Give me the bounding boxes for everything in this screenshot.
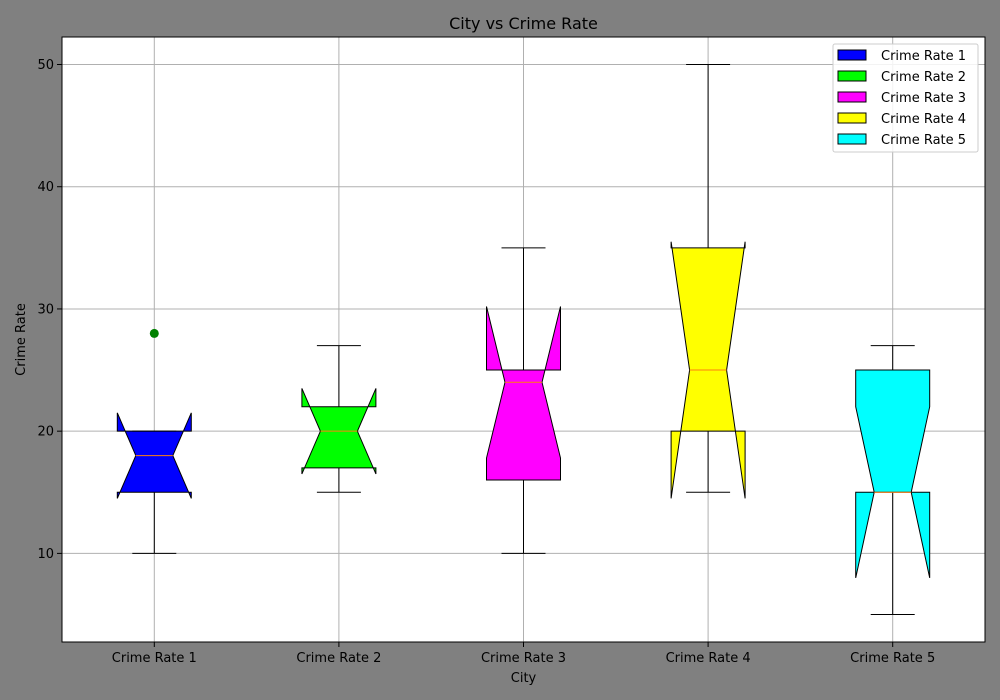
legend: Crime Rate 1 Crime Rate 2 Crime Rate 3 Crim… xyxy=(832,43,979,153)
y-axis-label: Crime Rate xyxy=(14,303,29,376)
box-5 xyxy=(855,369,931,578)
y-axis-ticks: 10 20 30 40 50 xyxy=(37,58,62,562)
legend-swatch xyxy=(837,91,867,103)
legend-frame xyxy=(832,43,979,153)
legend-entry: Crime Rate 2 xyxy=(881,70,966,85)
box-3 xyxy=(486,306,561,481)
legend-swatch xyxy=(837,133,867,145)
legend-entry: Crime Rate 3 xyxy=(881,91,966,106)
y-tick-label: 20 xyxy=(37,425,54,440)
x-tick-label: Crime Rate 1 xyxy=(112,651,197,666)
x-tick-label: Crime Rate 3 xyxy=(481,651,566,666)
legend-entry: Crime Rate 4 xyxy=(881,112,966,127)
x-tick-label: Crime Rate 2 xyxy=(296,651,381,666)
x-axis-ticks: Crime Rate 1 Crime Rate 2 Crime Rate 3 Crim… xyxy=(112,642,935,666)
y-tick-label: 10 xyxy=(37,547,54,562)
legend-entry: Crime Rate 1 xyxy=(881,49,966,64)
legend-swatch xyxy=(837,70,867,82)
y-tick-label: 40 xyxy=(37,180,54,195)
x-tick-label: Crime Rate 4 xyxy=(666,651,751,666)
boxes-layer xyxy=(116,64,931,615)
legend-swatch xyxy=(837,112,867,124)
legend-entry: Crime Rate 5 xyxy=(881,133,966,148)
y-tick-label: 30 xyxy=(37,302,54,317)
chart-title: City vs Crime Rate xyxy=(449,14,598,33)
flier-point xyxy=(149,328,159,338)
x-tick-label: Crime Rate 5 xyxy=(850,651,935,666)
x-axis-label: City xyxy=(511,671,537,686)
y-tick-label: 50 xyxy=(37,58,54,73)
legend-swatch xyxy=(837,49,867,61)
